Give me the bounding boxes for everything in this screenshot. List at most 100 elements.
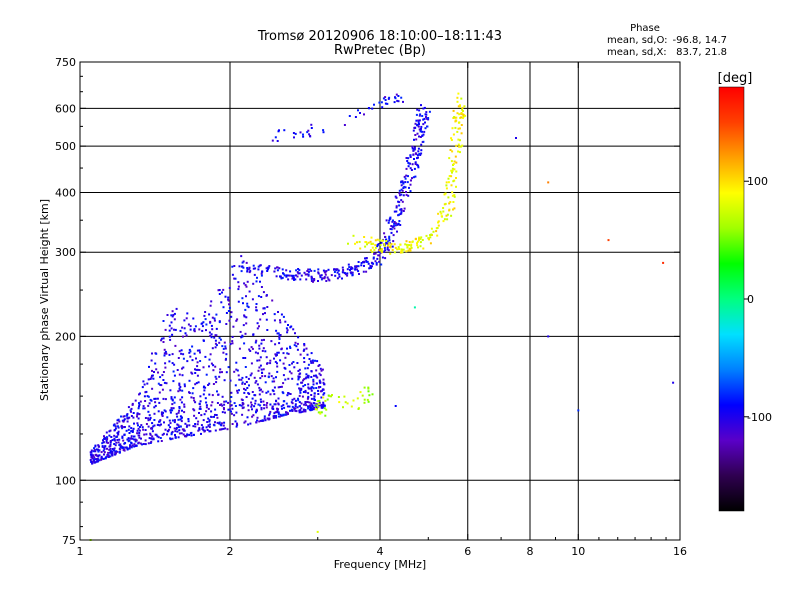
data-point [310, 276, 313, 279]
data-point [252, 414, 255, 417]
data-point [297, 375, 300, 378]
data-point [420, 236, 423, 239]
x-tick-label-6: 16 [673, 545, 687, 558]
data-point [412, 176, 415, 179]
data-point [307, 392, 310, 395]
data-point [247, 423, 250, 426]
data-point [241, 376, 244, 379]
data-point [246, 416, 249, 419]
data-point [149, 433, 152, 436]
data-point [230, 391, 233, 394]
data-point [210, 336, 213, 339]
data-point [394, 224, 397, 227]
data-point [420, 125, 423, 128]
data-point [374, 260, 377, 263]
data-point [241, 381, 244, 384]
data-point [149, 442, 152, 444]
data-point [133, 445, 136, 448]
data-point [317, 389, 319, 392]
data-point [113, 434, 116, 437]
data-point [132, 416, 135, 419]
data-point [231, 336, 234, 338]
data-point [208, 382, 211, 385]
data-point [367, 107, 370, 109]
data-point [197, 429, 200, 432]
data-point [171, 315, 174, 318]
data-point [264, 419, 267, 422]
data-point [246, 302, 249, 305]
data-point [222, 288, 225, 291]
data-point [293, 407, 296, 410]
data-point [287, 278, 290, 281]
data-point [257, 265, 260, 268]
data-point [322, 269, 325, 272]
data-point [404, 177, 407, 180]
data-point [393, 210, 396, 213]
data-point [260, 407, 263, 409]
data-point [447, 177, 450, 180]
data-point [183, 405, 186, 408]
data-point [236, 369, 239, 372]
stats-x-values: 83.7, 21.8 [676, 47, 727, 58]
data-point [363, 236, 366, 238]
data-point [411, 177, 413, 180]
data-point [399, 243, 402, 246]
data-point [395, 210, 398, 213]
data-point [454, 119, 457, 122]
data-point [282, 404, 285, 407]
data-point [158, 401, 161, 404]
data-point [205, 404, 208, 407]
data-point [180, 352, 183, 355]
data-point [337, 269, 340, 272]
data-point [137, 424, 139, 427]
data-point [242, 406, 245, 409]
data-point [244, 284, 247, 287]
data-point [421, 115, 424, 117]
data-point [300, 407, 303, 410]
data-point [236, 318, 239, 321]
data-point [386, 246, 389, 249]
data-point [372, 256, 375, 259]
data-point [162, 397, 165, 400]
data-point [195, 368, 198, 371]
data-point [356, 397, 359, 400]
data-point [256, 383, 259, 386]
data-point [417, 166, 420, 169]
data-point [318, 386, 320, 388]
x-tick-label-0: 1 [77, 545, 84, 558]
data-point [153, 412, 156, 415]
data-point [459, 104, 461, 107]
data-point [259, 264, 262, 267]
data-point [286, 331, 289, 334]
data-point [150, 359, 153, 362]
data-point [316, 530, 319, 533]
data-point [109, 451, 111, 454]
data-point [253, 273, 256, 276]
data-point [104, 457, 107, 460]
data-point [171, 403, 174, 406]
data-point [310, 407, 313, 410]
data-point [450, 184, 453, 187]
data-point [128, 439, 131, 442]
data-point [460, 97, 463, 100]
data-point [312, 380, 315, 383]
data-point [445, 214, 448, 217]
data-point [282, 374, 285, 377]
data-point [288, 274, 291, 277]
data-point [306, 397, 309, 400]
data-point [91, 457, 94, 460]
data-point [141, 386, 144, 389]
data-point [183, 385, 186, 388]
data-point [266, 306, 269, 308]
data-point [156, 435, 159, 438]
data-point [388, 235, 391, 238]
data-point [412, 153, 415, 156]
data-point [267, 266, 270, 269]
data-point [307, 363, 310, 366]
data-point [322, 401, 325, 404]
y-tick-label-2: 200 [55, 330, 76, 343]
data-point [335, 268, 338, 271]
data-point [322, 131, 325, 134]
data-point [281, 268, 284, 271]
